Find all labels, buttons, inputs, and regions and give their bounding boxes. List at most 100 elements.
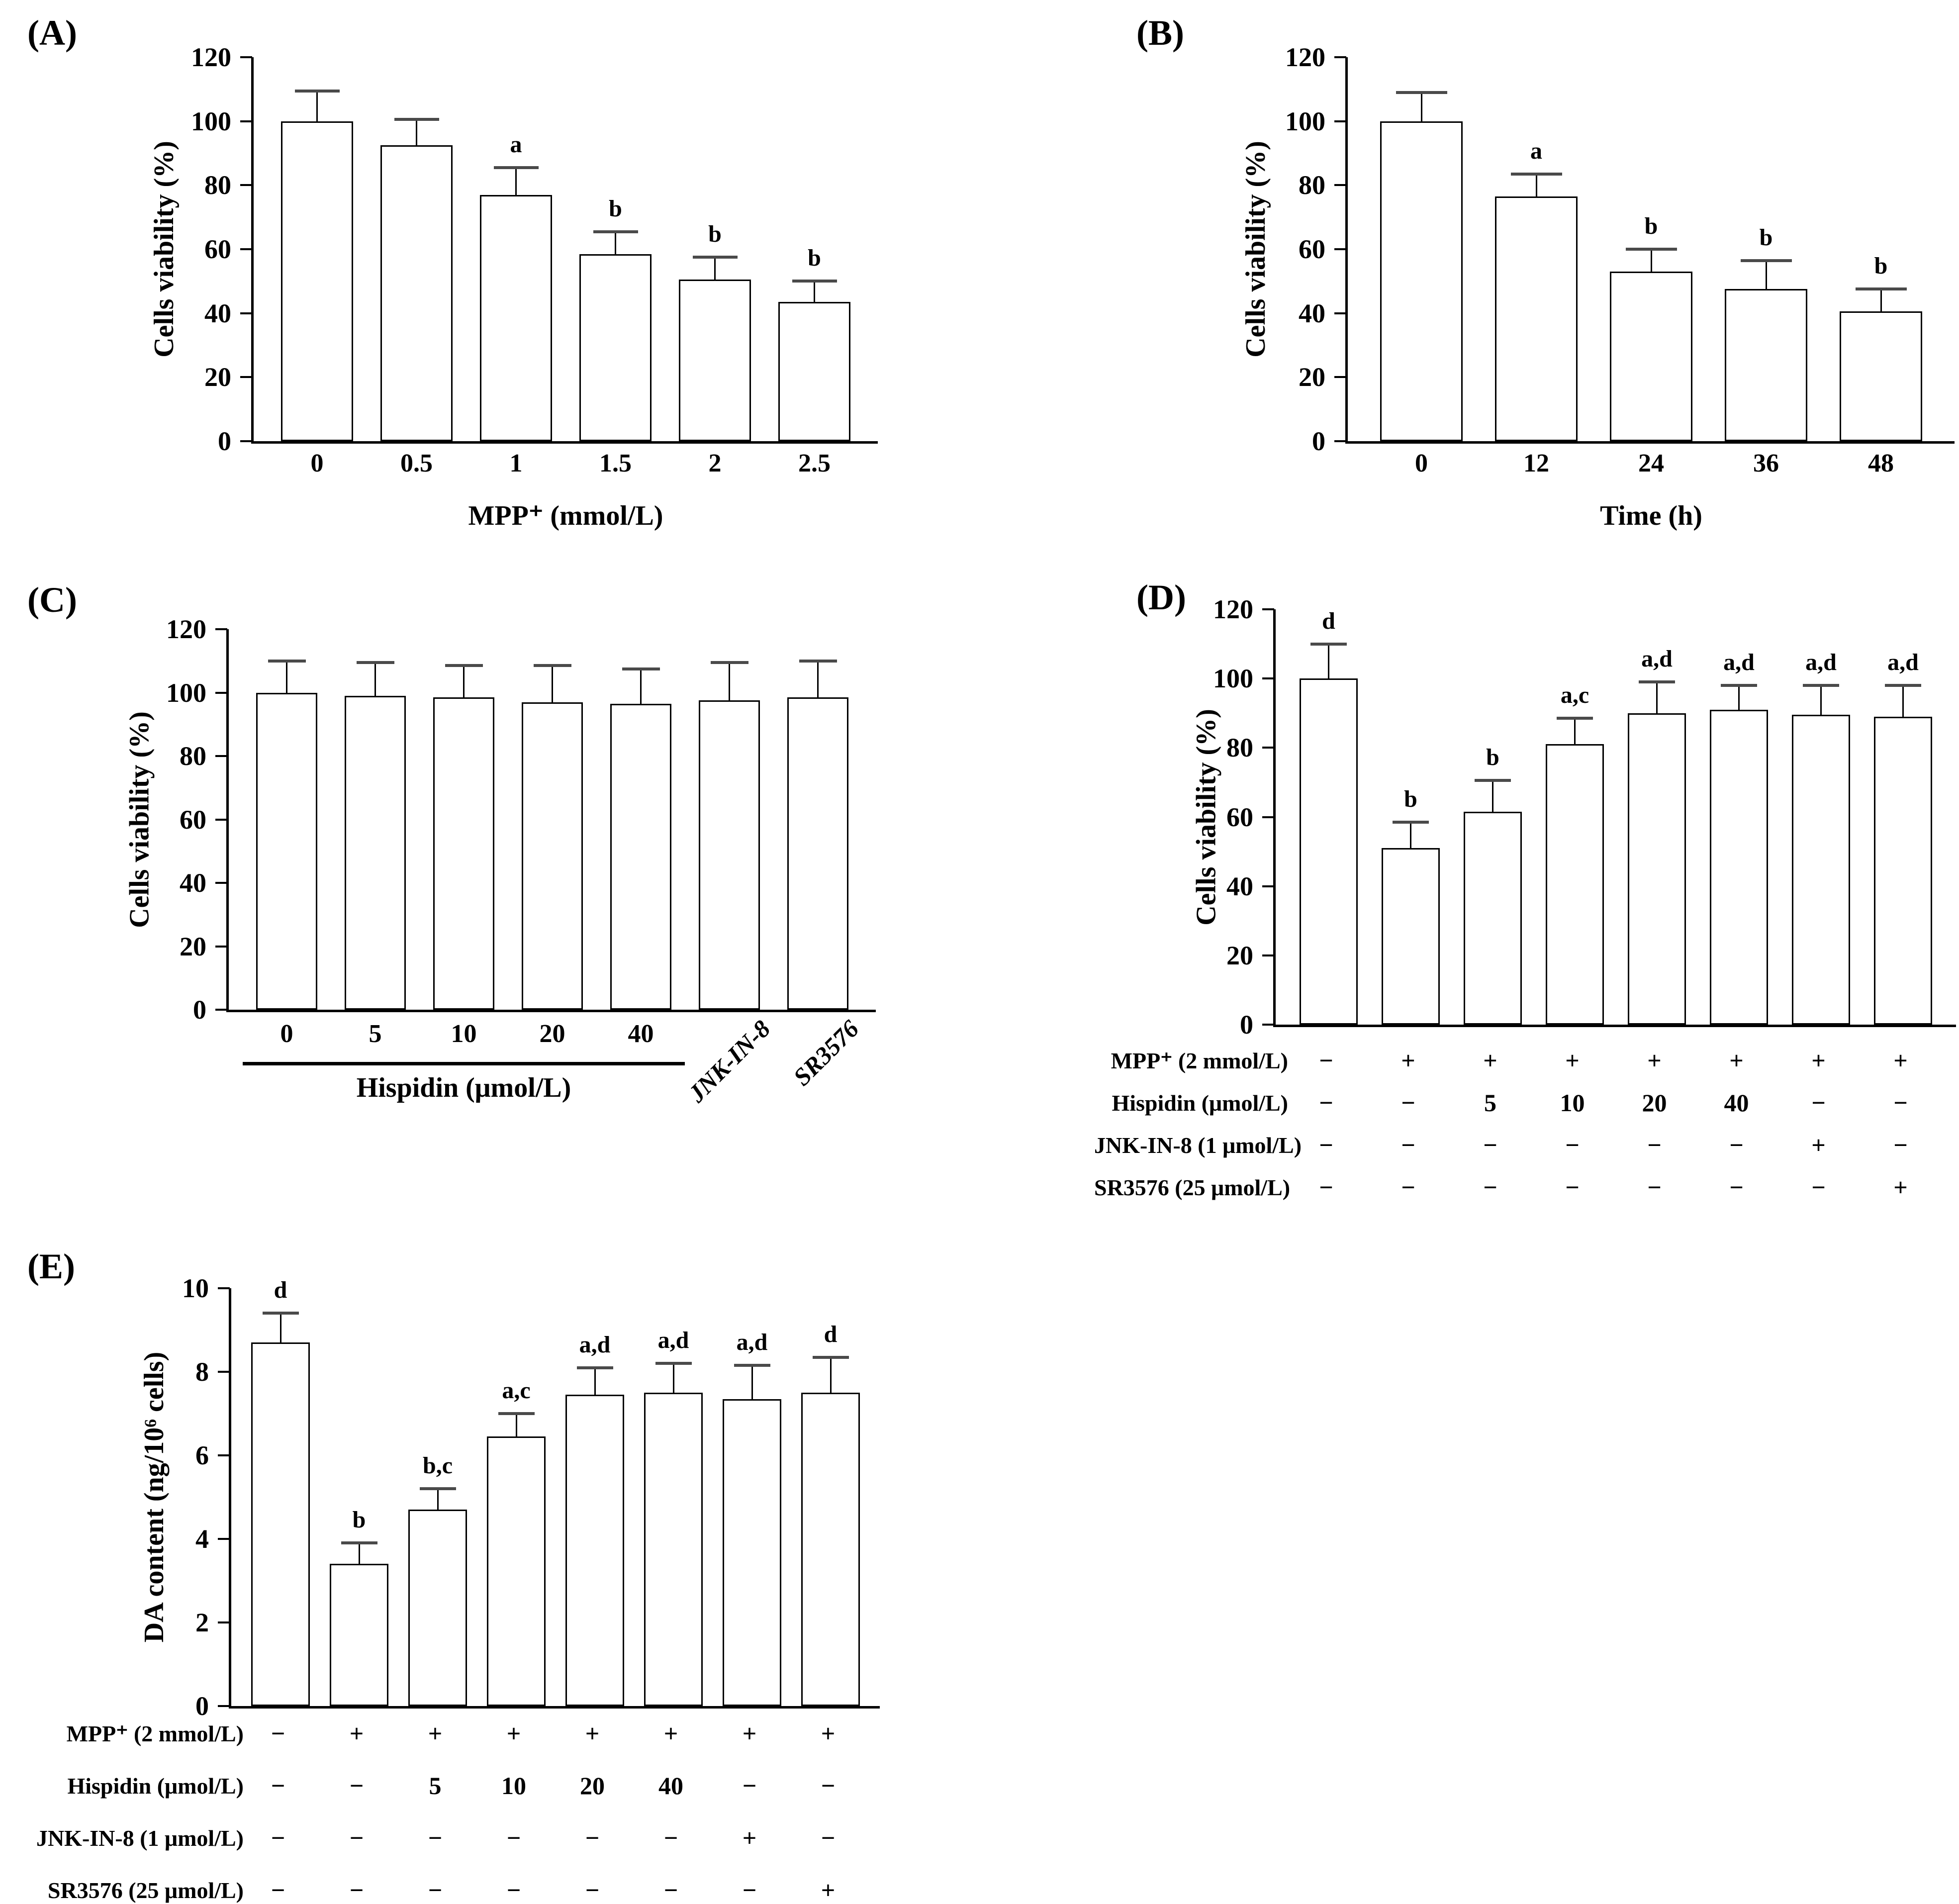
error-bar-cap bbox=[792, 280, 837, 283]
treatment-cell: + bbox=[821, 1876, 836, 1904]
error-bar-line bbox=[1902, 685, 1904, 717]
treatment-cell: + bbox=[1647, 1047, 1662, 1074]
category-group-label: Hispidin (μmol/L) bbox=[356, 1072, 571, 1103]
y-axis-tick bbox=[1262, 954, 1274, 956]
panel-b: (B) 0 20 40 60 80 100 120 a b b b 0 12 24 36 48 Time (h) C… bbox=[1094, 7, 1959, 570]
significance-label: b,c bbox=[423, 1452, 453, 1479]
y-axis-tick bbox=[1334, 376, 1346, 379]
bar bbox=[699, 700, 760, 1010]
treatment-row-label: MPP⁺ (2 mmol/L) bbox=[66, 1721, 244, 1746]
treatment-cell: 20 bbox=[1642, 1089, 1667, 1117]
y-tick-label: 80 bbox=[180, 741, 206, 771]
bar bbox=[1710, 709, 1768, 1025]
treatment-cell: − bbox=[271, 1824, 285, 1852]
treatment-cell: + bbox=[349, 1719, 364, 1747]
y-axis-title: Cells viability (%) bbox=[1240, 141, 1271, 358]
significance-label: b bbox=[808, 245, 821, 272]
treatment-cell: − bbox=[1647, 1131, 1662, 1159]
error-bar-line bbox=[437, 1489, 439, 1510]
bar bbox=[1792, 715, 1850, 1025]
treatment-cell: + bbox=[428, 1719, 443, 1747]
y-tick-label: 8 bbox=[195, 1357, 209, 1387]
bar bbox=[801, 1393, 860, 1706]
plot-area: 0 20 40 60 80 100 120 d b b a,c a,d a,d a,d a,d bbox=[1213, 594, 1956, 1040]
error-bar-cap bbox=[1475, 779, 1511, 782]
error-bar-cap bbox=[341, 1541, 377, 1545]
significance-label: a,d bbox=[1887, 649, 1919, 676]
error-bar-line bbox=[286, 661, 287, 693]
error-bar-cap bbox=[445, 664, 483, 667]
treatment-cell: 40 bbox=[658, 1772, 683, 1800]
treatment-cell: − bbox=[428, 1876, 443, 1904]
x-category-label: 1 bbox=[509, 449, 523, 477]
panel-d: (D) 0 20 40 60 80 100 120 d b b a,c a,d a,d a,d a,d Cell… bbox=[1094, 574, 1959, 1236]
y-tick-label: 0 bbox=[1240, 1010, 1253, 1040]
y-axis-title: Cells viability (%) bbox=[1191, 708, 1221, 926]
y-axis-tick bbox=[218, 1705, 230, 1707]
error-bar-line bbox=[672, 1363, 674, 1393]
x-category-label: 0 bbox=[1415, 449, 1428, 477]
y-tick-label: 20 bbox=[204, 362, 231, 392]
x-category-label: 5 bbox=[369, 1020, 382, 1048]
bar bbox=[487, 1436, 546, 1706]
x-category-label: 24 bbox=[1638, 449, 1664, 477]
error-bar-line bbox=[515, 1414, 517, 1437]
y-tick-label: 60 bbox=[1226, 802, 1253, 832]
bar bbox=[1610, 272, 1692, 441]
y-tick-label: 120 bbox=[191, 42, 231, 72]
y-tick-label: 100 bbox=[191, 106, 231, 136]
treatment-row-label: Hispidin (μmol/L) bbox=[1112, 1090, 1288, 1116]
significance-label: a,c bbox=[1560, 682, 1589, 709]
treatment-cell: − bbox=[1319, 1047, 1333, 1074]
panel-letter: (D) bbox=[1136, 577, 1186, 617]
treatment-row-label: MPP⁺ (2 mmol/L) bbox=[1111, 1048, 1288, 1073]
error-bar-line bbox=[594, 1367, 596, 1395]
bar bbox=[1380, 121, 1463, 441]
error-bar-line bbox=[552, 666, 553, 702]
error-bar-cap bbox=[356, 661, 394, 664]
y-tick-label: 120 bbox=[1213, 594, 1253, 624]
y-axis-tick bbox=[218, 1538, 230, 1540]
treatment-cell: + bbox=[663, 1719, 678, 1747]
y-tick-label: 80 bbox=[1226, 733, 1253, 763]
error-bar-cap bbox=[1803, 684, 1839, 687]
error-bar-line bbox=[729, 662, 730, 701]
error-bar-cap bbox=[419, 1487, 456, 1491]
bar bbox=[1628, 713, 1686, 1025]
bar bbox=[565, 1395, 624, 1706]
error-bar-line bbox=[416, 119, 417, 145]
bar bbox=[1546, 744, 1604, 1025]
x-category-label: 40 bbox=[628, 1020, 654, 1048]
panel-a: (A) 0 20 40 60 80 100 120 a b b b 0 0.5 1 1.5 2 2.5 MPP⁺ (… bbox=[20, 7, 945, 570]
y-axis-tick bbox=[240, 120, 252, 122]
y-tick-label: 6 bbox=[195, 1440, 209, 1470]
y-tick-label: 40 bbox=[1299, 298, 1325, 328]
treatment-cell: − bbox=[742, 1876, 757, 1904]
treatment-cell: − bbox=[1565, 1173, 1580, 1201]
bar bbox=[433, 697, 494, 1010]
x-category-label: 2 bbox=[708, 449, 722, 477]
y-axis-tick bbox=[218, 1371, 230, 1373]
bar bbox=[723, 1399, 781, 1706]
x-category-label: 0 bbox=[280, 1020, 293, 1048]
x-axis-title: MPP⁺ (mmol/L) bbox=[468, 500, 663, 531]
error-bar-line bbox=[358, 1543, 360, 1564]
treatment-cell: + bbox=[585, 1719, 600, 1747]
treatment-cell: − bbox=[1647, 1173, 1662, 1201]
error-bar-line bbox=[1410, 822, 1411, 849]
y-axis-tick bbox=[215, 818, 227, 821]
bar bbox=[610, 703, 671, 1010]
significance-label: b bbox=[609, 195, 622, 222]
error-bar-cap bbox=[576, 1366, 613, 1369]
error-bar-cap bbox=[1393, 820, 1429, 824]
treatment-cell: + bbox=[1893, 1173, 1908, 1201]
y-axis-title: Cells viability (%) bbox=[149, 141, 180, 358]
y-tick-label: 20 bbox=[1226, 940, 1253, 970]
treatment-row-label: Hispidin (μmol/L) bbox=[67, 1773, 244, 1799]
y-axis-tick bbox=[1334, 248, 1346, 250]
treatment-cell: + bbox=[821, 1719, 836, 1747]
treatment-cell: 5 bbox=[429, 1772, 442, 1800]
y-tick-label: 120 bbox=[1285, 42, 1325, 72]
error-bar-line bbox=[1574, 718, 1576, 745]
y-tick-label: 80 bbox=[1299, 170, 1325, 200]
